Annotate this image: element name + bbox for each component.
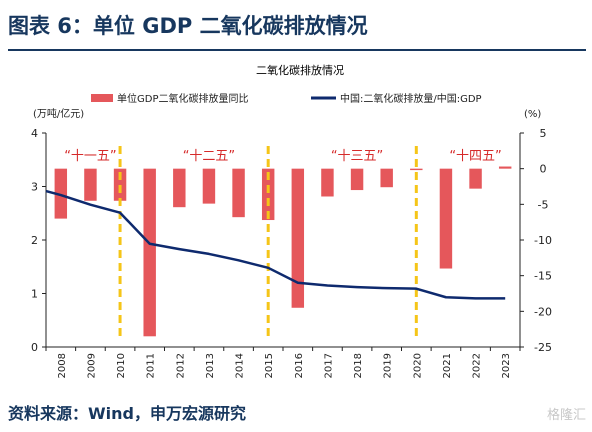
left-axis-label: (万吨/亿元) xyxy=(33,107,84,120)
x-tick-label: 2016 xyxy=(294,353,305,378)
x-tick-label: 2019 xyxy=(383,353,394,378)
bar-yoy-2021 xyxy=(439,168,453,269)
x-tick-label: 2009 xyxy=(86,353,97,378)
chart-title: 二氧化碳排放情况 xyxy=(256,63,344,77)
x-tick-label: 2021 xyxy=(442,353,453,378)
legend-swatch-bar xyxy=(91,94,113,102)
right-tick-label: -20 xyxy=(534,305,552,318)
bar-yoy-2017 xyxy=(321,168,334,197)
x-tick-label: 2014 xyxy=(235,353,246,378)
x-tick-label: 2011 xyxy=(146,353,157,378)
x-tick-label: 2018 xyxy=(353,353,364,378)
legend-label-bar: 单位GDP二氧化碳排放量同比 xyxy=(117,92,248,105)
period-label: “十三五” xyxy=(331,149,383,164)
x-tick-label: 2022 xyxy=(472,353,483,378)
bar-yoy-2012 xyxy=(173,168,186,208)
bar-yoy-2014 xyxy=(232,168,245,218)
bar-yoy-2009 xyxy=(84,168,97,201)
figure-title: 图表 6：单位 GDP 二氧化碳排放情况 xyxy=(8,14,368,38)
left-tick-label: 1 xyxy=(31,288,38,301)
x-tick-label: 2017 xyxy=(323,353,334,378)
watermark: 格隆汇 xyxy=(546,408,586,423)
title-rule xyxy=(8,49,586,51)
period-label: “十二五” xyxy=(183,149,235,164)
bar-yoy-2018 xyxy=(350,168,364,191)
right-tick-label: -5 xyxy=(538,198,549,211)
legend-label-line: 中国:二氧化碳排放量/中国:GDP xyxy=(340,92,482,105)
bar-yoy-2008 xyxy=(54,168,68,219)
x-tick-label: 2013 xyxy=(205,353,216,378)
bar-yoy-2010 xyxy=(113,168,127,201)
right-tick-label: 5 xyxy=(540,127,547,140)
bar-yoy-2022 xyxy=(469,168,482,189)
bar-yoy-2019 xyxy=(380,168,393,188)
bar-yoy-2023 xyxy=(498,166,512,169)
x-tick-label: 2012 xyxy=(175,353,186,378)
line-co2-per-gdp xyxy=(45,189,506,300)
x-tick-label: 2008 xyxy=(57,353,68,378)
right-tick-label: -25 xyxy=(534,341,552,354)
x-tick-label: 2020 xyxy=(412,353,423,378)
period-label: “十一五” xyxy=(64,149,116,164)
right-tick-label: -15 xyxy=(534,270,552,283)
x-tick-label: 2023 xyxy=(501,353,512,378)
left-tick-label: 0 xyxy=(31,341,38,354)
right-tick-label: 0 xyxy=(540,163,547,176)
bar-yoy-2011 xyxy=(143,168,156,337)
right-axis-label: (%) xyxy=(524,109,541,120)
source-note: 资料来源：Wind，申万宏源研究 xyxy=(8,404,246,423)
left-tick-label: 3 xyxy=(31,181,38,194)
co2-chart: 二氧化碳排放情况 单位GDP二氧化碳排放量同比 中国:二氧化碳排放量/中国:GD… xyxy=(31,63,552,378)
x-tick-label: 2010 xyxy=(116,353,127,378)
bar-yoy-2013 xyxy=(202,168,216,204)
x-tick-label: 2015 xyxy=(264,353,275,378)
right-tick-label: -10 xyxy=(534,234,552,247)
bar-yoy-2016 xyxy=(291,168,305,308)
period-label: “十四五” xyxy=(449,149,501,164)
left-tick-label: 2 xyxy=(31,234,38,247)
bar-yoy-2020 xyxy=(410,168,423,171)
bar-yoy-2015 xyxy=(261,168,275,221)
left-tick-label: 4 xyxy=(31,127,38,140)
